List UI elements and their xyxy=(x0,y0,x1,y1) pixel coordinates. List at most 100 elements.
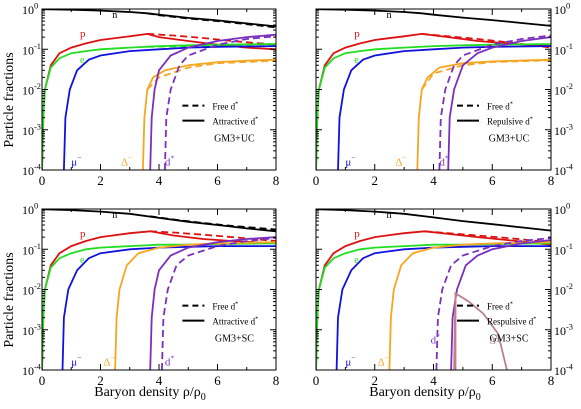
legend-label-dashed: Free d* xyxy=(487,101,513,112)
series-label-mu: μ− xyxy=(345,153,355,168)
series-label-e: e xyxy=(80,255,85,266)
y-axis-label: Particle fractions xyxy=(2,52,17,147)
x-tick-label: 8 xyxy=(548,173,555,188)
legend-label-dashed: Free d* xyxy=(212,101,238,112)
chart-panel-top-right: 0 2 4 6 8 100 10-1 10-2 10-3 10-4 n p e μ− Δ− d* Free d*… xyxy=(313,2,574,188)
y-tick-label: 10-2 xyxy=(554,282,573,297)
legend-label-solid: Attractive d* xyxy=(212,116,258,127)
series-label-dstar: d* xyxy=(431,332,441,347)
x-tick-label: 2 xyxy=(372,173,379,188)
series-label-n: n xyxy=(112,10,117,21)
chart-panel-bottom-right: 0 2 4 6 8 100 10-1 10-2 10-3 10-4 n p e μ− Δ− d* Δ0 Free … xyxy=(313,202,574,388)
series-line-n xyxy=(42,209,276,233)
y-tick-label: 10-2 xyxy=(22,82,41,97)
legend-label-dashed: Free d* xyxy=(487,301,513,312)
series-line-e xyxy=(316,242,551,370)
series-line-x xyxy=(63,45,276,170)
model-label: GM3+SC xyxy=(490,334,529,345)
series-line-d xyxy=(161,237,276,370)
series-line-d xyxy=(450,239,551,370)
series-line-x xyxy=(61,245,276,370)
series-line-p xyxy=(150,230,276,242)
series-label-p: p xyxy=(80,28,86,40)
y-tick-label: 10-1 xyxy=(554,42,573,57)
x-tick-label: 2 xyxy=(97,373,104,388)
series-label-delta: Δ− xyxy=(103,353,114,368)
x-tick-label: 0 xyxy=(313,373,320,388)
series-line-x xyxy=(142,58,276,170)
series-label-p: p xyxy=(354,228,360,240)
series-line-x xyxy=(146,59,276,91)
series-line-d xyxy=(447,36,551,170)
y-tick-label: 10-3 xyxy=(22,322,41,337)
series-label-e: e xyxy=(354,255,359,266)
series-label-delta0: Δ0 xyxy=(489,333,499,347)
series-label-mu: μ− xyxy=(71,153,81,168)
series-label-dstar: d* xyxy=(165,353,175,368)
series-line-x xyxy=(388,241,551,370)
x-axis-label: Baryon density ρ/ρ0 xyxy=(94,385,206,403)
x-tick-label: 6 xyxy=(214,173,221,188)
series-line-p xyxy=(147,33,276,46)
x-tick-label: 4 xyxy=(430,373,437,388)
series-line-n xyxy=(150,215,276,231)
x-tick-label: 6 xyxy=(489,173,496,188)
series-line-x xyxy=(421,59,551,91)
series-label-delta: Δ− xyxy=(121,153,132,168)
x-tick-label: 4 xyxy=(156,373,163,388)
y-tick-label: 100 xyxy=(554,202,570,217)
model-label: GM3+UC xyxy=(214,134,255,145)
series-line-d xyxy=(435,237,551,370)
y-tick-label: 100 xyxy=(22,2,38,17)
x-tick-label: 2 xyxy=(372,373,379,388)
series-line-n xyxy=(316,9,551,27)
y-tick-label: 10-1 xyxy=(554,242,573,257)
x-axis-label: Baryon density ρ/ρ0 xyxy=(369,385,481,403)
series-label-delta: Δ− xyxy=(395,153,406,168)
series-line-p xyxy=(42,32,276,170)
series-line-n xyxy=(316,209,551,232)
series-label-e: e xyxy=(354,55,359,66)
series-line-e xyxy=(42,242,276,370)
x-tick-label: 8 xyxy=(273,373,280,388)
series-line-d xyxy=(438,34,551,170)
legend-label-solid: Repulsive d* xyxy=(487,116,533,127)
series-line-p xyxy=(316,32,551,170)
legend-label-solid: Attractive d* xyxy=(212,316,258,327)
series-label-n: n xyxy=(112,210,117,221)
y-tick-label: 10-4 xyxy=(554,363,574,378)
x-tick-label: 8 xyxy=(548,373,555,388)
series-label-dstar: d* xyxy=(439,153,449,168)
x-tick-label: 4 xyxy=(430,173,437,188)
y-tick-label: 100 xyxy=(554,2,570,17)
plot-frame xyxy=(41,8,277,171)
series-line-x xyxy=(416,58,551,170)
series-label-delta: Δ− xyxy=(378,353,389,368)
series-line-d xyxy=(149,33,276,170)
legend-label-dashed: Free d* xyxy=(212,301,238,312)
x-tick-label: 6 xyxy=(489,373,496,388)
series-line-n xyxy=(147,12,276,29)
y-tick-label: 10-4 xyxy=(22,163,42,178)
y-tick-label: 10-2 xyxy=(554,82,573,97)
y-tick-label: 10-1 xyxy=(22,242,41,257)
y-tick-label: 10-4 xyxy=(554,163,574,178)
x-tick-label: 2 xyxy=(97,173,104,188)
y-axis-label: Particle fractions xyxy=(2,252,17,347)
series-line-x xyxy=(337,45,551,170)
series-line-e xyxy=(316,43,551,170)
chart-panel-top-left: 0 2 4 6 8 100 10-1 10-2 10-3 10-4 n p e μ− Δ− d* Free d*… xyxy=(22,2,279,188)
x-tick-label: 8 xyxy=(273,173,280,188)
series-line-d xyxy=(149,236,276,370)
series-line-x xyxy=(335,245,551,370)
series-label-p: p xyxy=(80,228,86,240)
x-tick-label: 0 xyxy=(39,173,46,188)
y-tick-label: 10-1 xyxy=(22,42,41,57)
x-tick-label: 6 xyxy=(214,373,221,388)
model-label: GM3+SC xyxy=(215,334,254,345)
x-tick-label: 4 xyxy=(156,173,163,188)
y-tick-label: 10-3 xyxy=(22,122,41,137)
series-label-dstar: d* xyxy=(165,153,175,168)
series-label-p: p xyxy=(354,28,360,40)
